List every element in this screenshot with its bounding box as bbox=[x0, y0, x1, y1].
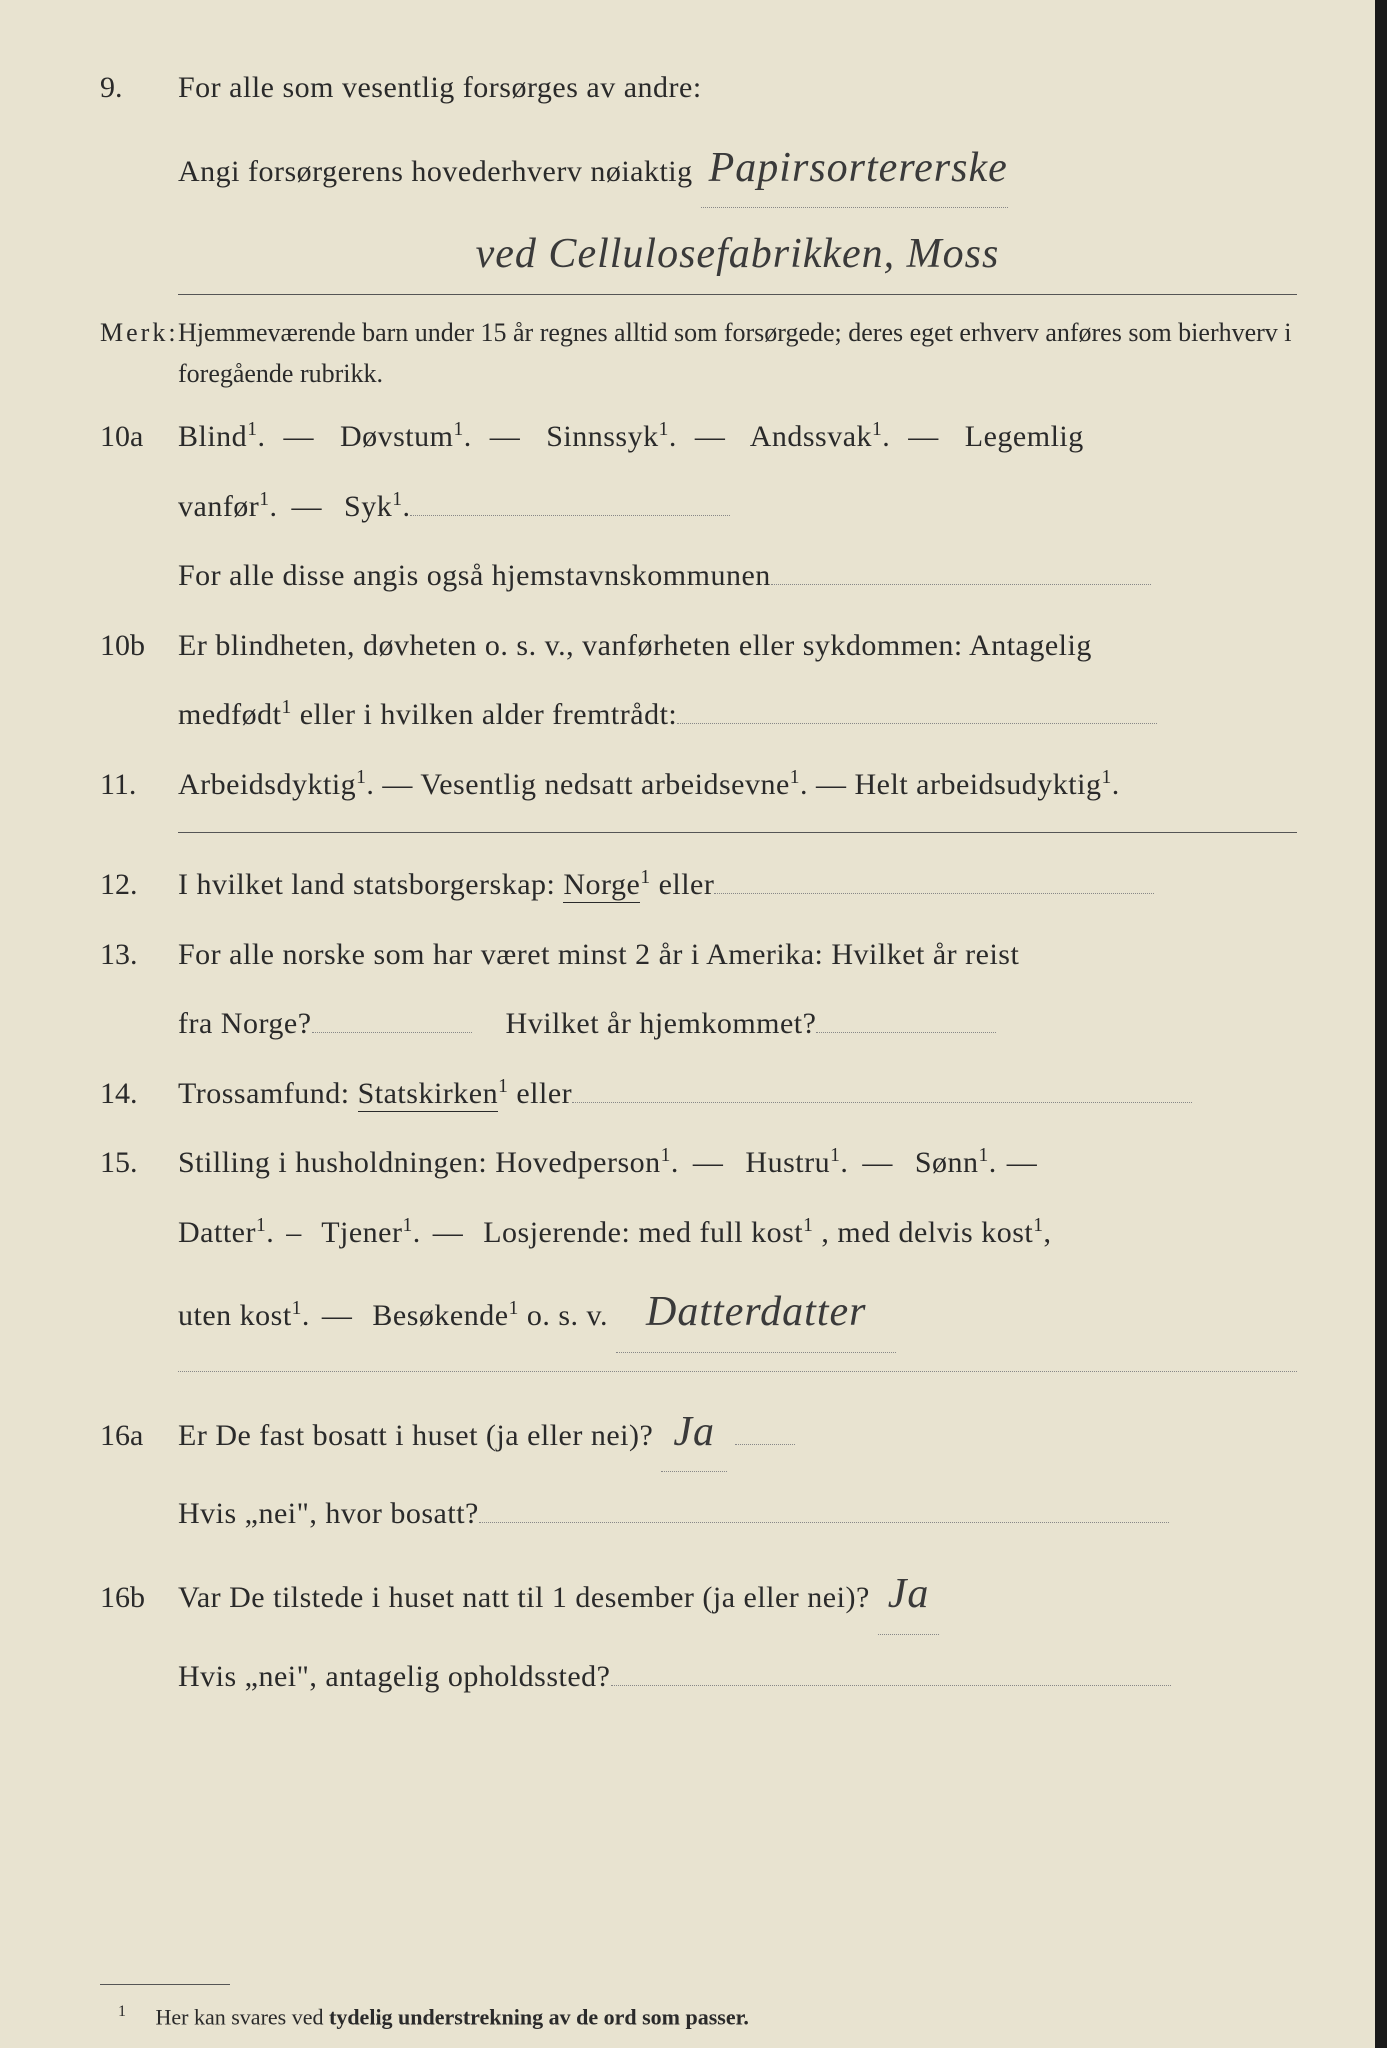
q16b-number: 16b bbox=[100, 1570, 178, 1626]
q15-row3: uten kost1.— Besøkende1 o. s. v. Datterd… bbox=[178, 1274, 1297, 1353]
q15-besok: Besøkende bbox=[372, 1299, 508, 1332]
q16a-number: 16a bbox=[100, 1408, 178, 1464]
q13-text1: For alle norske som har været minst 2 år… bbox=[178, 927, 1297, 983]
q15-number: 15. bbox=[100, 1135, 178, 1191]
q13-fra: fra Norge? bbox=[178, 1007, 312, 1040]
q10a-dovstum: Døvstum bbox=[340, 420, 454, 453]
q16b-nei: Hvis „nei", antagelig opholdssted? bbox=[178, 1660, 611, 1693]
q10b-row2: medfødt1 eller i hvilken alder fremtrådt… bbox=[178, 687, 1297, 743]
q15-tjener: Tjener bbox=[321, 1216, 402, 1249]
q16a-q: Er De fast bosatt i huset (ja eller nei)… bbox=[178, 1419, 653, 1452]
q13-number: 13. bbox=[100, 927, 178, 983]
q10a-row2: vanfør1.— Syk1. bbox=[178, 479, 1297, 535]
q12-post: eller bbox=[659, 868, 715, 901]
q14-post: eller bbox=[516, 1077, 572, 1110]
footnote-pre: Her kan svares ved bbox=[156, 2004, 330, 2029]
q15-row2: Datter1.– Tjener1.— Losjerende: med full… bbox=[178, 1205, 1297, 1261]
q14-content: Trossamfund: Statskirken1 eller bbox=[178, 1066, 1297, 1122]
q9-text1: For alle som vesentlig forsørges av andr… bbox=[178, 60, 1297, 116]
footnote: 1 Her kan svares ved tydelig understrekn… bbox=[118, 2003, 1297, 2030]
merk-row: Merk: Hjemmeværende barn under 15 år reg… bbox=[100, 309, 1297, 395]
q9-row3: ved Cellulosefabrikken, Moss bbox=[178, 216, 1297, 295]
q16b-row2: Hvis „nei", antagelig opholdssted? bbox=[178, 1649, 1297, 1705]
q13-hjem: Hvilket år hjemkommet? bbox=[506, 1007, 817, 1040]
q16a-row1: 16a Er De fast bosatt i huset (ja eller … bbox=[100, 1394, 1297, 1473]
q15-delvis: , med delvis kost bbox=[821, 1216, 1033, 1249]
q9-row1: 9. For alle som vesentlig forsørges av a… bbox=[100, 60, 1297, 116]
q16b-content: Var De tilstede i huset natt til 1 desem… bbox=[178, 1556, 1297, 1635]
q15-hustru: Hustru bbox=[745, 1146, 830, 1179]
q15-handwriting: Datterdatter bbox=[616, 1274, 896, 1353]
q9-text2: Angi forsørgerens hovederhverv nøiaktig bbox=[178, 155, 693, 188]
q10a-hjemstavn: For alle disse angis også hjemstavnskomm… bbox=[178, 559, 771, 592]
q11-b: Vesentlig nedsatt arbeidsevne bbox=[420, 768, 789, 801]
q10a-vanfor: vanfør bbox=[178, 490, 259, 523]
footnote-bold: tydelig understrekning av de ord som pas… bbox=[329, 2004, 749, 2029]
q16a-content: Er De fast bosatt i huset (ja eller nei)… bbox=[178, 1394, 1297, 1473]
q9-handwriting-2: ved Cellulosefabrikken, Moss bbox=[178, 216, 1297, 295]
q11-row: 11. Arbeidsdyktig1. — Vesentlig nedsatt … bbox=[100, 757, 1297, 813]
q11-number: 11. bbox=[100, 757, 178, 813]
q15-uten: uten kost bbox=[178, 1299, 292, 1332]
q13-row2: fra Norge? Hvilket år hjemkommet? bbox=[178, 996, 1297, 1052]
q15-line1: Stilling i husholdningen: Hovedperson1.—… bbox=[178, 1135, 1297, 1191]
q10b-medfodt: medfødt bbox=[178, 698, 281, 731]
footnote-number: 1 bbox=[118, 2003, 126, 2020]
q15-row1: 15. Stilling i husholdningen: Hovedperso… bbox=[100, 1135, 1297, 1191]
q10a-sinnssyk: Sinnssyk bbox=[546, 420, 658, 453]
merk-label: Merk: bbox=[100, 309, 178, 357]
q9-handwriting-1: Papirsortererske bbox=[701, 130, 1008, 209]
q12-pre: I hvilket land statsborgerskap: bbox=[178, 868, 563, 901]
q16b-handwriting: Ja bbox=[878, 1556, 940, 1635]
q10a-number: 10a bbox=[100, 409, 178, 465]
q16a-handwriting: Ja bbox=[661, 1394, 727, 1473]
q10a-andssvak: Andssvak bbox=[750, 420, 872, 453]
q12-content: I hvilket land statsborgerskap: Norge1 e… bbox=[178, 857, 1297, 913]
q10a-row3: For alle disse angis også hjemstavnskomm… bbox=[178, 548, 1297, 604]
q15-osv: o. s. v. bbox=[527, 1299, 608, 1332]
q11-options: Arbeidsdyktig1. — Vesentlig nedsatt arbe… bbox=[178, 757, 1297, 813]
q15-pre: Stilling i husholdningen: Hovedperson bbox=[178, 1146, 661, 1179]
q16a-row2: Hvis „nei", hvor bosatt? bbox=[178, 1486, 1297, 1542]
q12-row: 12. I hvilket land statsborgerskap: Norg… bbox=[100, 857, 1297, 913]
q14-pre: Trossamfund: bbox=[178, 1077, 358, 1110]
q16a-nei: Hvis „nei", hvor bosatt? bbox=[178, 1497, 479, 1530]
q10b-number: 10b bbox=[100, 618, 178, 674]
q10b-row1: 10b Er blindheten, døvheten o. s. v., va… bbox=[100, 618, 1297, 674]
q10a-options: Blind1.— Døvstum1.— Sinnssyk1.— Andssvak… bbox=[178, 409, 1297, 465]
q15-sonn: Sønn bbox=[915, 1146, 979, 1179]
q12-norge: Norge bbox=[563, 868, 640, 903]
q15-datter: Datter bbox=[178, 1216, 256, 1249]
q10a-syk: Syk bbox=[344, 490, 392, 523]
divider-2 bbox=[178, 1371, 1297, 1372]
q14-row: 14. Trossamfund: Statskirken1 eller bbox=[100, 1066, 1297, 1122]
q15-losj: Losjerende: med full kost bbox=[483, 1216, 803, 1249]
footnote-rule bbox=[100, 1984, 230, 1985]
q10a-row1: 10a Blind1.— Døvstum1.— Sinnssyk1.— Ands… bbox=[100, 409, 1297, 465]
q16b-q: Var De tilstede i huset natt til 1 desem… bbox=[178, 1581, 870, 1614]
q10a-blind: Blind bbox=[178, 420, 247, 453]
q14-statskirken: Statskirken bbox=[358, 1077, 499, 1112]
scan-edge bbox=[1375, 0, 1387, 2048]
q13-row1: 13. For alle norske som har været minst … bbox=[100, 927, 1297, 983]
divider-1 bbox=[178, 832, 1297, 833]
q9-row2: Angi forsørgerens hovederhverv nøiaktig … bbox=[178, 130, 1297, 209]
q12-number: 12. bbox=[100, 857, 178, 913]
q16b-row1: 16b Var De tilstede i huset natt til 1 d… bbox=[100, 1556, 1297, 1635]
q10a-legemlig: Legemlig bbox=[965, 420, 1084, 453]
q10b-text1: Er blindheten, døvheten o. s. v., vanfør… bbox=[178, 618, 1297, 674]
q11-a: Arbeidsdyktig bbox=[178, 768, 356, 801]
q14-number: 14. bbox=[100, 1066, 178, 1122]
q10b-post: eller i hvilken alder fremtrådt: bbox=[300, 698, 678, 731]
q11-c: Helt arbeidsudyktig bbox=[855, 768, 1102, 801]
merk-text: Hjemmeværende barn under 15 år regnes al… bbox=[178, 312, 1297, 395]
q9-number: 9. bbox=[100, 60, 178, 116]
census-form-page: 9. For alle som vesentlig forsørges av a… bbox=[100, 60, 1297, 1998]
